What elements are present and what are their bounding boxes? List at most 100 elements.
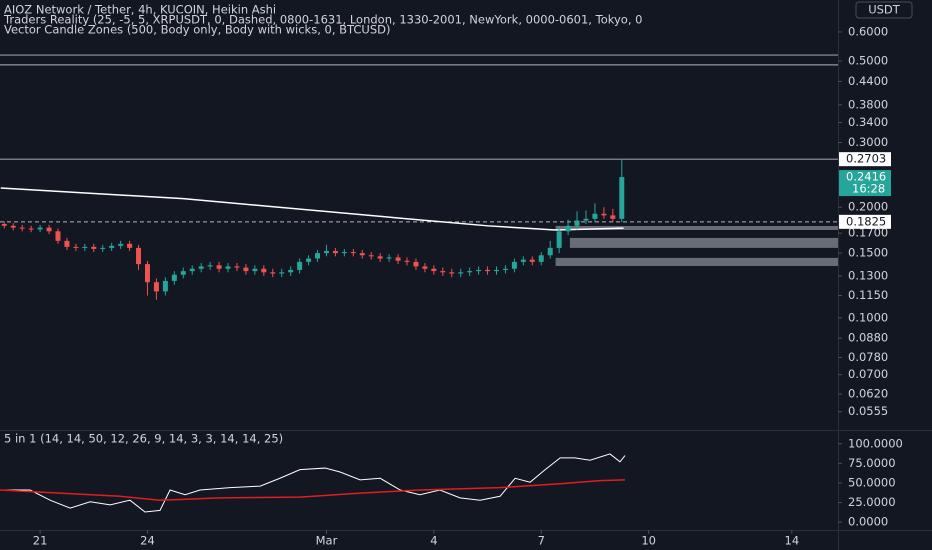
candle-body — [198, 266, 204, 269]
y-tick-label: 0.1500 — [848, 246, 888, 260]
candle-body — [467, 271, 473, 273]
candle-body — [547, 247, 553, 256]
candle-body — [511, 261, 517, 269]
y-tick-label: 0.0880 — [848, 331, 888, 345]
oscillator-line — [0, 453, 626, 513]
oscillator-line — [0, 479, 626, 501]
y-tick-label: 0.0700 — [848, 367, 888, 381]
candle-body — [207, 265, 213, 267]
y-tick-label: 75.0000 — [848, 456, 896, 470]
candle-body — [64, 240, 70, 247]
candle-body — [100, 247, 106, 249]
candle-body — [306, 258, 312, 262]
chart-title: AIOZ Network / Tether, 4h, KUCOIN, Heiki… — [4, 3, 276, 17]
candle-body — [234, 266, 240, 268]
y-tick-label: 25.0000 — [848, 495, 896, 509]
candle-body — [153, 282, 159, 292]
candle-body — [440, 271, 446, 273]
candle-body — [162, 280, 168, 292]
candle-body — [297, 261, 303, 270]
y-tick-label: 0.0555 — [848, 404, 888, 418]
candle-body — [28, 228, 34, 230]
candle-body — [109, 245, 115, 248]
candle-body — [619, 177, 625, 219]
candle-body — [332, 251, 338, 254]
candle-body — [91, 246, 97, 249]
x-tick-label: 24 — [140, 534, 155, 548]
candle-body — [422, 266, 428, 269]
x-tick-label: 7 — [538, 534, 545, 548]
candle-body — [118, 243, 124, 246]
zone — [569, 237, 838, 248]
y-tick-label: 0.1000 — [848, 310, 888, 324]
oscillator-title: 5 in 1 (14, 14, 50, 12, 26, 9, 14, 3, 3,… — [4, 432, 283, 446]
candle-body — [144, 264, 150, 283]
candle-body — [601, 213, 607, 216]
candle-body — [476, 269, 482, 272]
candle-body — [565, 225, 571, 232]
y-tick-label: 0.0620 — [848, 387, 888, 401]
candle-body — [216, 265, 222, 269]
y-tick-label: 100.0000 — [848, 436, 903, 450]
candle-body — [529, 259, 535, 262]
y-tick-label: 0.2000 — [848, 200, 888, 214]
candle-body — [493, 269, 499, 272]
y-tick-label: 0.1150 — [848, 288, 888, 302]
x-tick-label: 21 — [33, 534, 48, 548]
y-tick-label: 0.4400 — [848, 74, 888, 88]
candle-body — [368, 255, 374, 257]
candle-body — [243, 267, 249, 272]
candle-body — [189, 268, 195, 272]
countdown-label: 16:28 — [852, 182, 885, 196]
candle-body — [485, 269, 491, 272]
candle-body — [350, 252, 356, 254]
candle-body — [1, 224, 7, 226]
candle-body — [73, 246, 79, 248]
y-tick-label: 0.3800 — [848, 97, 888, 111]
candle-body — [180, 271, 186, 275]
candle-body — [556, 231, 562, 248]
candle-body — [10, 225, 16, 228]
zone — [555, 225, 838, 230]
currency-badge[interactable] — [855, 1, 913, 19]
candle-body — [359, 253, 365, 256]
candle-body — [323, 251, 329, 254]
y-tick-label: 0.1700 — [848, 226, 888, 240]
candle-body — [592, 213, 598, 219]
indicator-label: Vector Candle Zones (500, Body only, Bod… — [4, 23, 390, 37]
candle-body — [458, 272, 464, 274]
candle-body — [171, 274, 177, 281]
candle-body — [55, 231, 61, 241]
price-label: 0.2703 — [846, 152, 886, 166]
y-tick-label: 0.5000 — [848, 54, 888, 68]
x-tick-label: 10 — [641, 534, 656, 548]
y-tick-label: 50.0000 — [848, 475, 896, 489]
candle-body — [225, 266, 231, 269]
candle-body — [127, 243, 133, 248]
candle-body — [502, 268, 508, 270]
candle-body — [252, 268, 258, 272]
candle-body — [37, 227, 43, 230]
candle-body — [19, 227, 25, 229]
candle-body — [431, 268, 437, 272]
candle-body — [136, 247, 142, 265]
candle-body — [82, 246, 88, 248]
candle-body — [270, 272, 276, 274]
candle-body — [538, 255, 544, 262]
price-label: 0.2416 — [846, 170, 886, 184]
y-tick-label: 0.6000 — [848, 24, 888, 38]
plot-area — [0, 54, 838, 513]
candle-body — [583, 218, 589, 221]
currency-label[interactable]: USDT — [868, 3, 901, 17]
candle-body — [413, 261, 419, 267]
candle-body — [315, 253, 321, 259]
x-tick-label: 4 — [430, 534, 437, 548]
candle-body — [386, 257, 392, 259]
x-tick-label: Mar — [316, 534, 338, 548]
candle-body — [46, 227, 52, 232]
y-tick-label: 0.0780 — [848, 350, 888, 364]
candle-body — [574, 220, 580, 226]
candle-body — [288, 269, 294, 273]
candle-body — [279, 272, 285, 274]
